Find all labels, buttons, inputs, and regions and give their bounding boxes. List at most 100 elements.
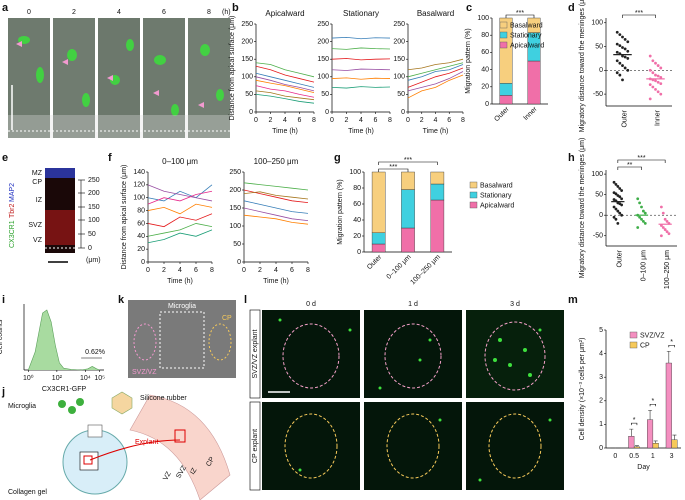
scale-label: 100: [88, 217, 100, 224]
panel-letter: a: [2, 2, 9, 14]
panel-letter: m: [568, 294, 578, 306]
bar-segment: [401, 189, 415, 229]
panel-letter: g: [334, 152, 341, 164]
data-point: [638, 215, 642, 219]
image: [466, 402, 564, 490]
y-tick-label: 50: [397, 91, 405, 98]
trajectory: [407, 64, 464, 81]
data-point: [620, 213, 624, 217]
data-point: [626, 57, 630, 60]
y-tick-label: 20: [137, 246, 145, 253]
data-point: [614, 192, 618, 196]
significance: ***: [635, 10, 643, 17]
region-label: Microglia: [168, 303, 196, 310]
error-bar: [648, 409, 653, 420]
cells: [18, 36, 224, 116]
y-tick-label: 250: [317, 21, 329, 28]
data-point: [615, 50, 619, 54]
significance-bracket: [649, 403, 656, 407]
x-tick-label: 100–250 μm: [409, 254, 442, 287]
y-tick-label: 200: [317, 38, 329, 45]
bar: [652, 443, 659, 449]
bar: [633, 446, 640, 449]
data-point: [614, 182, 618, 186]
explant-region: [174, 429, 186, 443]
x-tick-label: 4: [283, 117, 287, 124]
panel-a-images: 0 2 4 6 8 (h): [8, 9, 231, 138]
data-point: [616, 209, 620, 213]
significance: ***: [516, 10, 524, 17]
chart: Stationary Time (h) 0 50 100 150 200 250 0 2 4 6 8: [317, 9, 392, 135]
data-point: [638, 201, 642, 205]
significance-bracket: [617, 166, 642, 170]
y-tick-label: 0: [325, 109, 329, 116]
image: [364, 402, 462, 490]
y-tick-label: 120: [133, 182, 145, 189]
chart: Cell density (×10⁻³ cells per μm²) Day 0 1 2…: [579, 327, 681, 471]
trajectory: [255, 62, 315, 78]
x-axis-label: CX3CR1-GFP: [42, 386, 87, 393]
data-point: [651, 59, 655, 63]
day-label: 1 d: [408, 301, 418, 308]
image: [466, 310, 564, 398]
x-tick-label: 0: [330, 117, 334, 124]
chart: Migration pattern (%) 0 20 40 60 80 100 Outer 0–…: [337, 157, 515, 286]
bar-segment: [499, 95, 513, 105]
y-tick-label: 0: [485, 101, 489, 108]
y-tick-label: 250: [241, 21, 253, 28]
data-point: [621, 78, 624, 82]
x-tick-label: 8: [306, 267, 310, 274]
data-point: [661, 226, 665, 229]
x-tick-label: Outer: [621, 109, 628, 127]
panel-letter: l: [244, 294, 247, 306]
y-tick-label: 40: [137, 233, 145, 240]
chart: Cell counts CX3CR1-GFP 10⁰ 10² 10⁴ 10⁵ 0.62%: [0, 304, 105, 393]
trajectory: [147, 203, 213, 215]
scale-label: 0: [88, 245, 92, 252]
y-axis-label: Cell counts: [0, 319, 4, 354]
x-tick-label: 0: [146, 267, 150, 274]
y-tick-label: 0: [237, 259, 241, 266]
x-tick-label: 6: [298, 117, 302, 124]
zone-label: VZ: [162, 470, 173, 482]
y-tick-label: 20: [353, 233, 361, 240]
explant-outlines: [282, 321, 546, 391]
time-label: 8: [207, 9, 211, 16]
data-point: [654, 61, 657, 65]
y-tick-label: 100: [229, 223, 241, 230]
y-tick-label: 150: [393, 56, 405, 63]
x-tick-label: 100–250 μm: [664, 250, 671, 289]
panel-letter: h: [568, 152, 575, 164]
x-tick-label: 8: [388, 117, 392, 124]
panel-e: MZ CP IZ SVZ VZ 250 200 150 100 50 0 (μm…: [9, 168, 101, 264]
significance-bracket: [505, 14, 535, 18]
time-label: 2: [72, 9, 76, 16]
x-tick-label: 4: [178, 267, 182, 274]
trajectory: [407, 58, 464, 71]
image: [188, 18, 230, 138]
chart-title: Stationary: [343, 9, 379, 18]
explant: [83, 455, 93, 465]
data-point: [615, 30, 619, 34]
bar: [647, 419, 654, 449]
data-point: [615, 71, 619, 75]
y-tick-label: 20: [481, 84, 489, 91]
data-point: [659, 205, 663, 209]
data-point: [663, 228, 667, 231]
arrow: [89, 439, 181, 461]
image: [262, 310, 360, 398]
trajectory: [147, 213, 213, 228]
x-tick-label: 2: [269, 117, 273, 124]
silicone-rubber: [111, 391, 133, 415]
data-point: [651, 71, 655, 75]
map2-band: [45, 168, 75, 178]
x-tick-label: 6: [290, 267, 294, 274]
trajectory: [243, 182, 309, 191]
legend-label: Stationary: [480, 192, 512, 199]
trajectory: [331, 68, 391, 71]
trajectory: [331, 77, 391, 80]
diagram-label: Silicone rubber: [140, 395, 187, 402]
y-tick-label: 80: [481, 32, 489, 39]
data-point: [618, 33, 622, 37]
x-axis-label: Time (h): [167, 278, 193, 285]
